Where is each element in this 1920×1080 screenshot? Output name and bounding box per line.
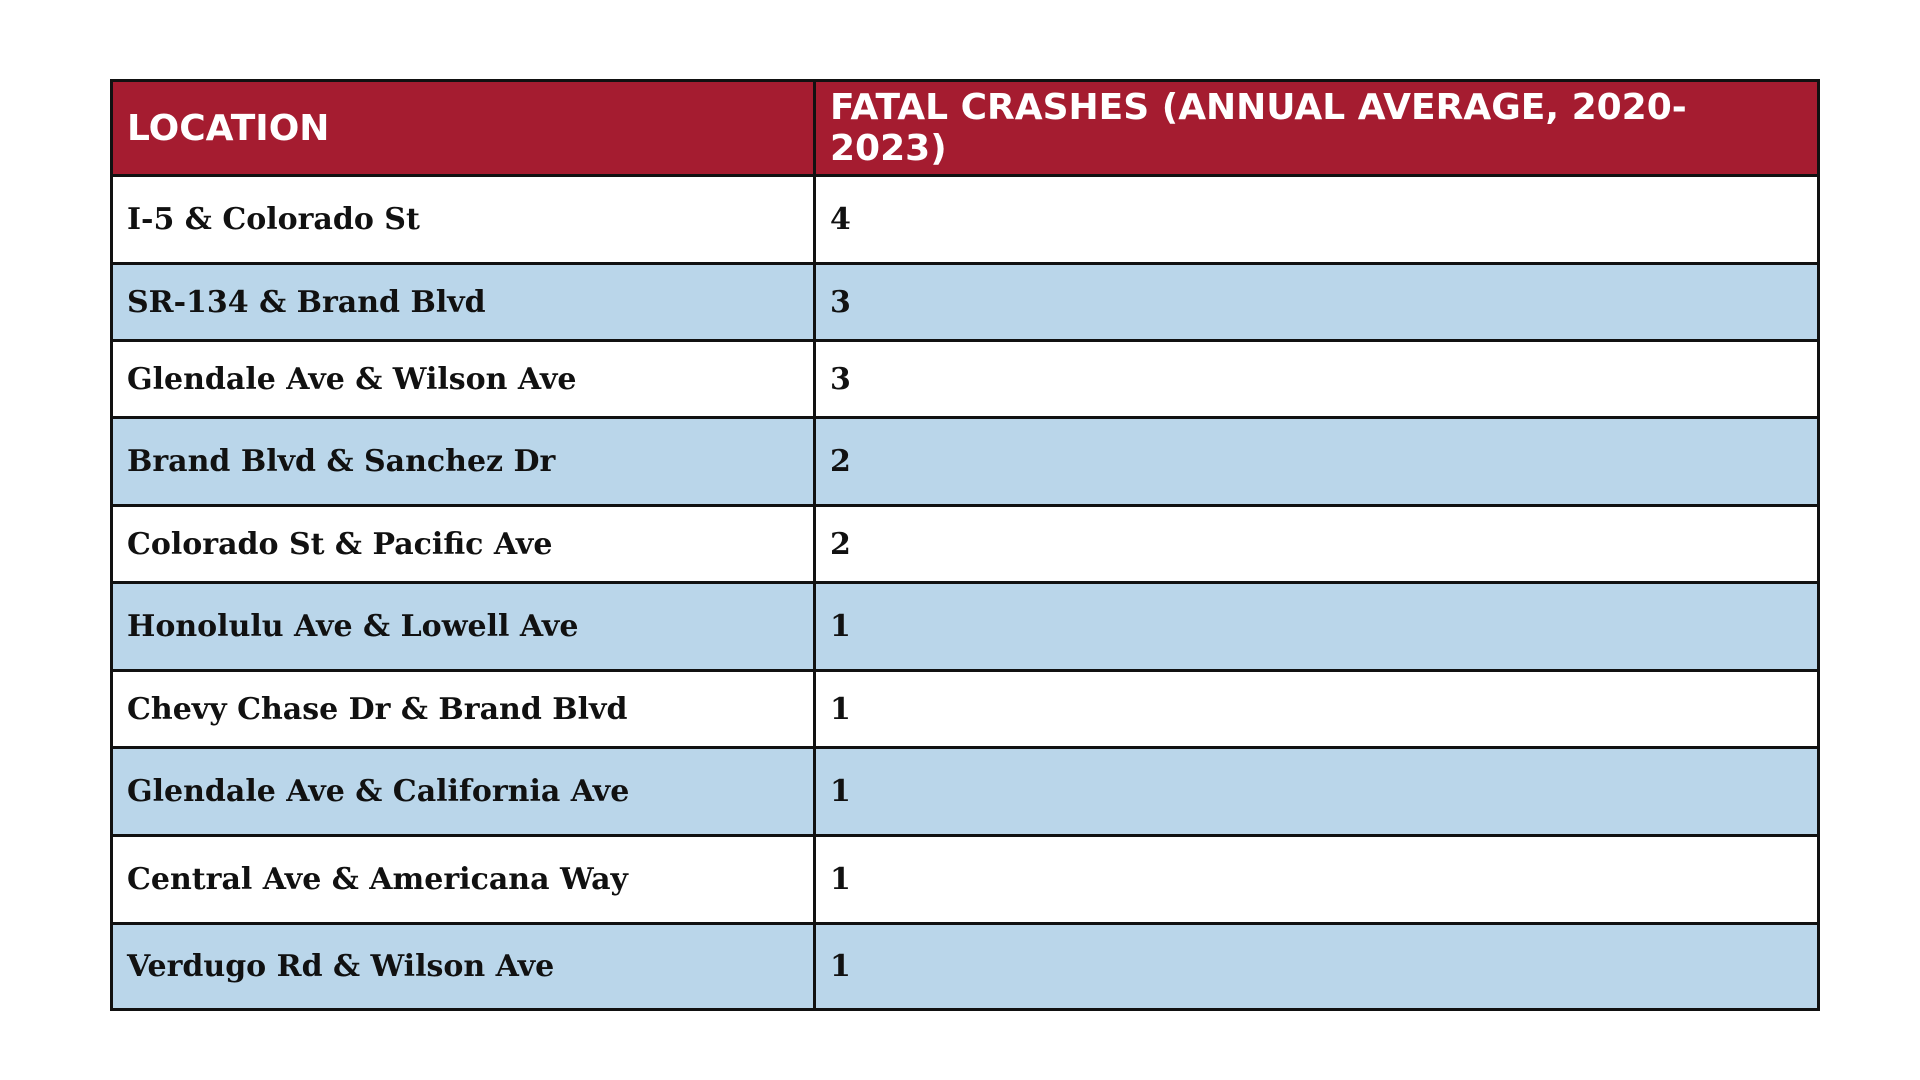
table-row: Glendale Ave & Wilson Ave 3 (110, 339, 1820, 419)
table-row: Honolulu Ave & Lowell Ave 1 (110, 581, 1820, 672)
table-header-row: LOCATION FATAL CRASHES (ANNUAL AVERAGE, … (110, 79, 1820, 177)
location-cell: SR-134 & Brand Blvd (110, 262, 816, 342)
location-cell: Central Ave & Americana Way (110, 834, 816, 925)
fatal-crashes-cell: 3 (813, 339, 1820, 419)
table-row: Central Ave & Americana Way 1 (110, 834, 1820, 925)
table-row: Brand Blvd & Sanchez Dr 2 (110, 416, 1820, 507)
fatal-crashes-cell: 1 (813, 669, 1820, 749)
fatal-crashes-table: LOCATION FATAL CRASHES (ANNUAL AVERAGE, … (110, 79, 1820, 1011)
table-row: Verdugo Rd & Wilson Ave 1 (110, 922, 1820, 1011)
fatal-crashes-cell: 4 (813, 174, 1820, 265)
fatal-crashes-column-header: FATAL CRASHES (ANNUAL AVERAGE, 2020-2023… (813, 79, 1820, 177)
location-cell: Glendale Ave & Wilson Ave (110, 339, 816, 419)
fatal-crashes-cell: 1 (813, 834, 1820, 925)
table-row: Colorado St & Pacific Ave 2 (110, 504, 1820, 584)
location-cell: Honolulu Ave & Lowell Ave (110, 581, 816, 672)
fatal-crashes-cell: 3 (813, 262, 1820, 342)
location-column-header: LOCATION (110, 79, 816, 177)
table-row: Glendale Ave & California Ave 1 (110, 746, 1820, 837)
fatal-crashes-cell: 2 (813, 504, 1820, 584)
location-cell: Glendale Ave & California Ave (110, 746, 816, 837)
location-cell: Brand Blvd & Sanchez Dr (110, 416, 816, 507)
fatal-crashes-cell: 2 (813, 416, 1820, 507)
location-cell: Chevy Chase Dr & Brand Blvd (110, 669, 816, 749)
table-row: SR-134 & Brand Blvd 3 (110, 262, 1820, 342)
location-cell: I-5 & Colorado St (110, 174, 816, 265)
table-row: I-5 & Colorado St 4 (110, 174, 1820, 265)
table-row: Chevy Chase Dr & Brand Blvd 1 (110, 669, 1820, 749)
fatal-crashes-cell: 1 (813, 746, 1820, 837)
fatal-crashes-cell: 1 (813, 581, 1820, 672)
location-cell: Colorado St & Pacific Ave (110, 504, 816, 584)
fatal-crashes-cell: 1 (813, 922, 1820, 1011)
location-cell: Verdugo Rd & Wilson Ave (110, 922, 816, 1011)
